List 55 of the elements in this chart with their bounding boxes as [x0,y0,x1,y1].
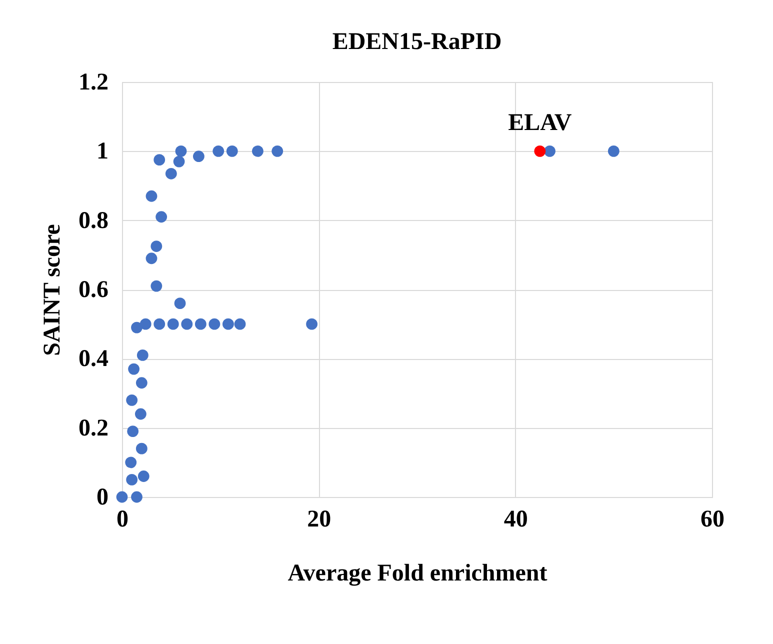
x-tick-label: 60 [700,506,724,532]
point [138,470,150,482]
point [154,318,166,330]
x-axis-title: Average Fold enrichment [288,560,548,586]
y-tick-label: 0.6 [78,277,108,303]
point [226,145,238,157]
point [126,474,138,486]
x-tick-label: 20 [307,506,332,532]
point [131,322,142,334]
point [167,318,179,330]
point [208,318,220,330]
point [128,363,140,375]
point [173,156,185,168]
point [165,168,177,180]
point [534,145,546,157]
point [156,211,168,223]
point [544,145,556,157]
chart-title: EDEN15-RaPID [332,29,502,55]
point [150,280,162,292]
point [127,426,139,437]
y-tick-label: 0.4 [78,346,108,372]
point [175,145,187,157]
y-axis-title: SAINT score [40,224,66,356]
point [272,145,284,157]
point [193,150,204,162]
y-tick-label: 1 [96,138,108,165]
point [306,318,318,330]
point [252,145,264,157]
point [608,145,620,157]
y-tick-label: 0 [96,484,108,510]
y-tick-label: 1.2 [78,70,108,96]
point [136,350,148,361]
point [126,394,138,406]
point [194,318,206,330]
point [134,408,146,420]
point [136,442,148,454]
point [234,318,246,330]
point [150,240,162,252]
annotation: ELAV [508,110,572,136]
point [125,456,137,468]
x-tick-label: 0 [116,506,128,532]
x-tick-label: 40 [504,506,528,532]
point [222,318,234,330]
point [140,318,152,330]
y-tick-label: 0.8 [78,208,108,234]
point [136,377,148,389]
point [212,145,224,157]
y-tick-label: 0.2 [78,415,108,442]
point [154,154,166,166]
point [146,190,158,202]
point [116,491,128,503]
point [131,491,142,503]
point [174,298,186,310]
point [146,252,158,264]
point [181,318,193,330]
